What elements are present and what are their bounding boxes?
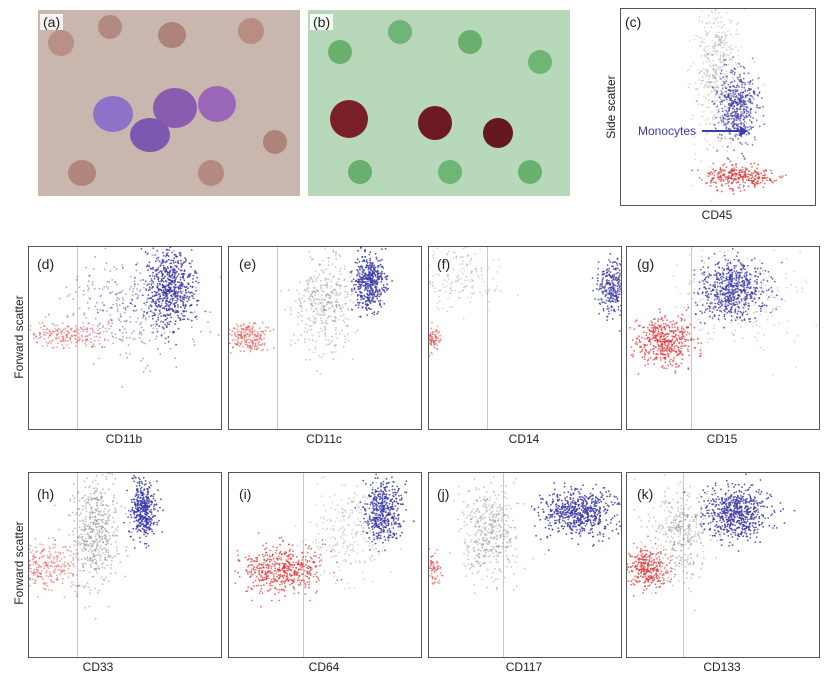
micrograph-a: [38, 10, 300, 196]
ylabel-row2: Forward scatter: [12, 521, 26, 605]
panel-label-a: (a): [40, 14, 64, 30]
plot-j: [428, 472, 622, 658]
xlabel-c: CD45: [701, 208, 733, 222]
xlabel-h: CD33: [82, 660, 114, 674]
xlabel-f: CD14: [508, 432, 540, 446]
panel-label-d: (d): [34, 256, 58, 272]
scatter-j: [429, 475, 621, 594]
gate-line-e: [277, 247, 278, 429]
plot-d: [28, 246, 222, 430]
scatter-g: [629, 247, 818, 377]
panel-label-g: (g): [634, 256, 658, 272]
scatter-d: [29, 247, 221, 388]
gate-line-f: [487, 247, 488, 429]
scatter-f: [429, 247, 621, 357]
scatter-c: [686, 9, 787, 203]
ylabel-c: Side scatter: [604, 75, 618, 139]
panel-label-f: (f): [434, 256, 454, 272]
gate-line-k: [683, 473, 684, 657]
gate-line-j: [503, 473, 504, 657]
scatter-h: [29, 473, 164, 620]
xlabel-k: CD133: [703, 660, 741, 674]
gate-line-d: [77, 247, 78, 429]
scatter-i: [234, 473, 415, 608]
panel-label-h: (h): [34, 486, 58, 502]
plot-e: [228, 246, 422, 430]
monocytes-annotation: Monocytes: [638, 124, 697, 138]
monocytes-arrow: [702, 126, 748, 136]
plot-h: [28, 472, 222, 658]
scatter-e: [229, 247, 393, 375]
plot-g: [626, 246, 820, 430]
ylabel-row1: Forward scatter: [12, 295, 26, 379]
plot-c: [620, 8, 816, 206]
xlabel-d: CD11b: [105, 432, 143, 446]
panel-label-k: (k): [634, 486, 657, 502]
xlabel-e: CD11c: [306, 432, 342, 446]
micrograph-b: [308, 10, 570, 196]
plot-k: [626, 472, 820, 658]
xlabel-i: CD64: [308, 660, 340, 674]
panel-label-c: (c): [622, 14, 645, 30]
panel-label-j: (j): [434, 486, 453, 502]
scatter-k: [627, 473, 796, 612]
xlabel-g: CD15: [706, 432, 738, 446]
panel-label-b: (b): [310, 14, 334, 30]
xlabel-j: CD117: [505, 660, 543, 674]
plot-i: [228, 472, 422, 658]
panel-label-i: (i): [236, 486, 255, 502]
panel-label-e: (e): [236, 256, 260, 272]
gate-line-h: [77, 473, 78, 657]
plot-f: [428, 246, 622, 430]
